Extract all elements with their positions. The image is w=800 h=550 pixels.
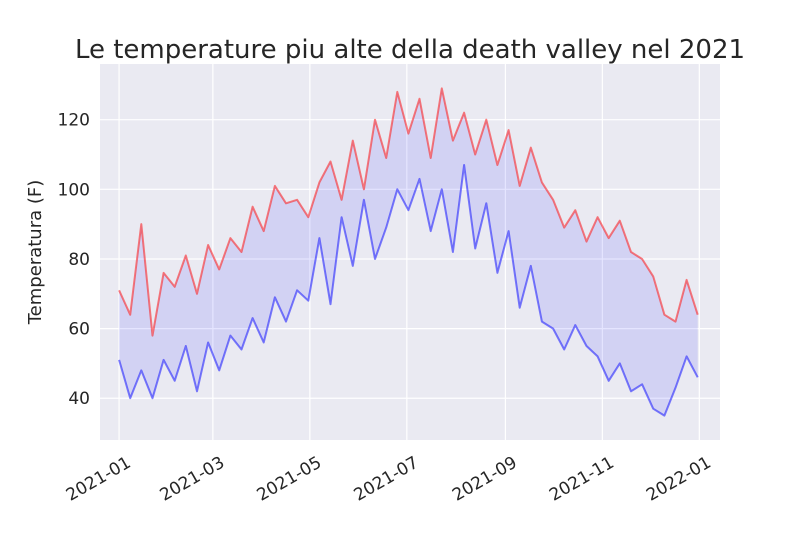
y-tick-label: 100 xyxy=(58,180,90,200)
fill-between-band xyxy=(119,88,698,416)
x-tick-label: 2021-01 xyxy=(63,453,135,506)
x-tick-label: 2021-03 xyxy=(157,453,229,506)
x-tick-label: 2021-09 xyxy=(449,453,521,506)
y-tick-label: 120 xyxy=(58,111,90,131)
chart-title: Le temperature piu alte della death vall… xyxy=(75,35,745,65)
x-tick-label: 2021-11 xyxy=(546,453,618,506)
x-tick-label: 2021-07 xyxy=(351,453,423,506)
x-tick-label: 2022-01 xyxy=(643,453,715,506)
series-lines xyxy=(118,87,699,417)
y-tick-label: 80 xyxy=(68,250,90,270)
series-line-highs xyxy=(118,87,699,337)
y-axis-label: Temperatura (F) xyxy=(25,180,46,326)
series-line-lows xyxy=(118,164,699,417)
y-tick-label: 40 xyxy=(68,389,90,409)
x-tick-label: 2021-05 xyxy=(254,453,326,506)
y-tick-label: 60 xyxy=(68,320,90,340)
